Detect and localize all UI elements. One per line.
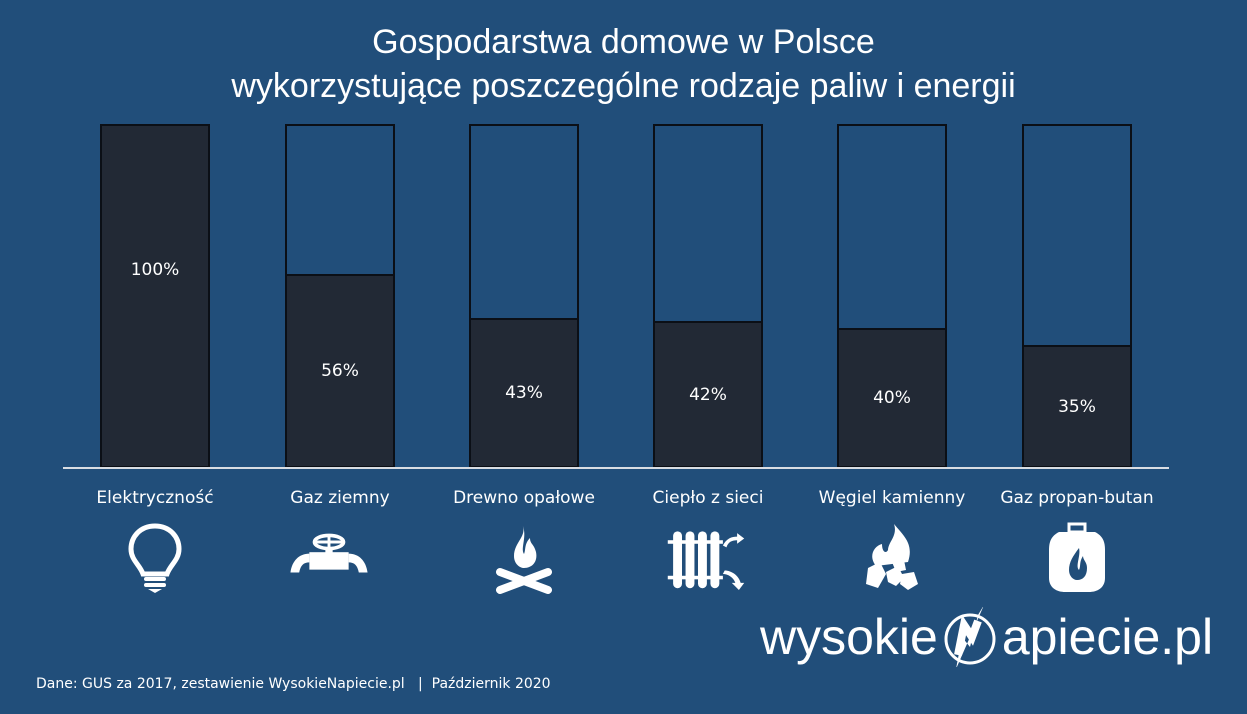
value-label: 43% xyxy=(505,383,543,403)
x-axis-baseline xyxy=(63,467,1169,469)
logo-text-left: wysokie xyxy=(760,609,938,665)
bar: 42% xyxy=(653,124,763,468)
chart-title: Gospodarstwa domowe w Polsce wykorzystuj… xyxy=(0,20,1247,108)
campfire-icon xyxy=(496,524,552,594)
bar-fill: 40% xyxy=(839,328,945,466)
category-label: Drewno opałowe xyxy=(453,488,595,508)
title-line-1: Gospodarstwa domowe w Polsce xyxy=(372,23,875,61)
bar: 40% xyxy=(837,124,947,468)
value-label: 100% xyxy=(130,260,180,280)
category-label: Ciepło z sieci xyxy=(652,488,764,508)
value-label: 40% xyxy=(873,388,911,408)
bar: 56% xyxy=(285,124,395,468)
bar-fill: 35% xyxy=(1024,345,1130,466)
bar-fill: 100% xyxy=(102,126,208,466)
value-label: 35% xyxy=(1058,396,1096,417)
bar-fill: 56% xyxy=(287,274,393,466)
gas-valve-pipe-icon xyxy=(290,533,368,573)
value-label: 56% xyxy=(321,361,359,381)
lightbulb-icon xyxy=(128,523,182,593)
bar-fill: 43% xyxy=(471,318,577,466)
radiator-icon xyxy=(667,531,745,590)
source-note: Dane: GUS za 2017, zestawienie WysokieNa… xyxy=(36,676,551,692)
bar: 100% xyxy=(100,124,210,468)
lightning-n-icon xyxy=(944,607,996,667)
category-label: Węgiel kamienny xyxy=(818,488,966,508)
coal-fire-icon xyxy=(866,524,918,590)
bar: 43% xyxy=(469,124,579,468)
category-label: Gaz propan-butan xyxy=(1000,488,1154,508)
wysokienapiecie-logo: wysokie apiecie.pl xyxy=(760,602,1213,672)
value-label: 42% xyxy=(689,384,727,405)
bar: 35% xyxy=(1022,124,1132,468)
title-line-2: wykorzystujące poszczególne rodzaje pali… xyxy=(231,67,1016,105)
bar-fill: 42% xyxy=(655,321,761,466)
logo-text-right: apiecie.pl xyxy=(1001,609,1214,665)
gas-cylinder-icon xyxy=(1049,522,1105,592)
category-label: Gaz ziemny xyxy=(290,488,390,508)
category-label: Elektryczność xyxy=(96,488,214,508)
